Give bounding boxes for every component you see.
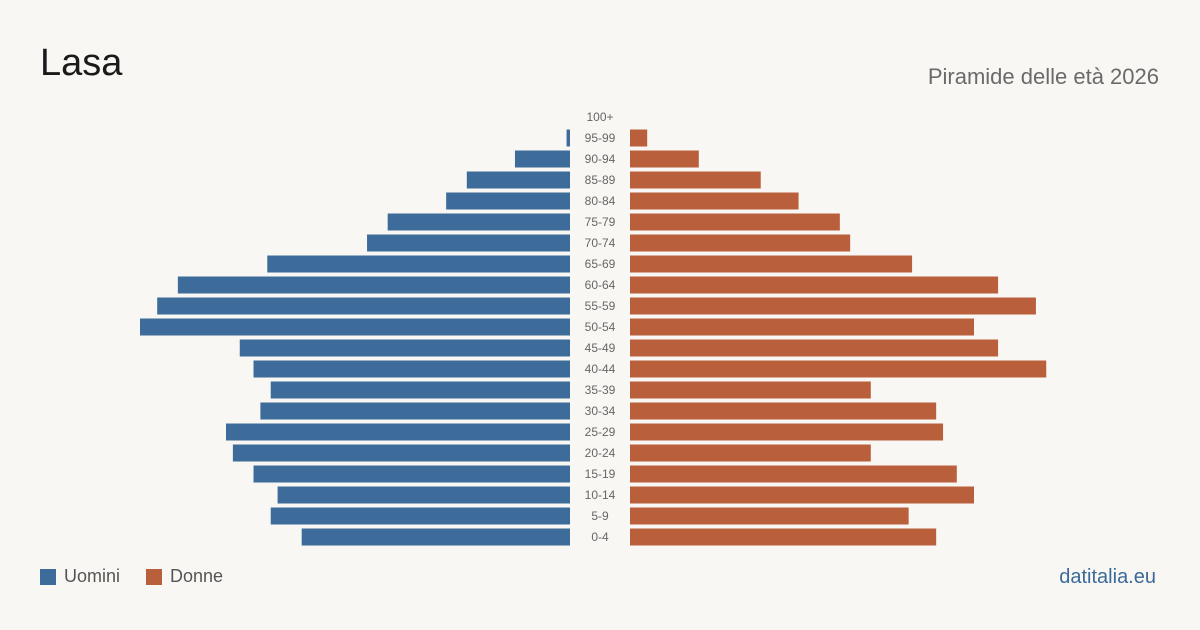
bar-women-30-34: [630, 402, 937, 420]
legend-item-women: Donne: [146, 566, 223, 587]
bar-women-60-64: [630, 276, 999, 294]
age-label-30-34: 30-34: [585, 404, 616, 418]
age-label-100+: 100+: [586, 110, 613, 124]
bar-women-55-59: [630, 297, 1036, 315]
legend-label-women: Donne: [170, 566, 224, 586]
bar-men-95-99: [566, 129, 570, 147]
bar-men-20-24: [232, 444, 570, 462]
age-label-15-19: 15-19: [585, 467, 616, 481]
bar-men-30-34: [260, 402, 570, 420]
bar-women-20-24: [630, 444, 871, 462]
bar-men-25-29: [226, 423, 570, 441]
age-label-10-14: 10-14: [585, 488, 616, 502]
bar-men-80-84: [446, 192, 570, 210]
bar-men-75-79: [387, 213, 570, 231]
bar-men-0-4: [301, 528, 570, 546]
bar-men-55-59: [157, 297, 570, 315]
age-label-65-69: 65-69: [585, 257, 616, 271]
age-label-45-49: 45-49: [585, 341, 616, 355]
age-label-20-24: 20-24: [585, 446, 616, 460]
age-label-5-9: 5-9: [591, 509, 609, 523]
bar-women-35-39: [630, 381, 871, 399]
age-label-35-39: 35-39: [585, 383, 616, 397]
age-label-0-4: 0-4: [591, 530, 609, 544]
age-label-85-89: 85-89: [585, 173, 616, 187]
legend-swatch-men: [40, 568, 56, 585]
bar-women-65-69: [630, 255, 913, 273]
bar-men-35-39: [270, 381, 570, 399]
bar-women-10-14: [630, 486, 974, 504]
age-label-40-44: 40-44: [585, 362, 616, 376]
chart-subtitle: Piramide delle età 2026: [927, 64, 1159, 89]
bar-women-95-99: [630, 129, 648, 147]
bar-women-80-84: [630, 192, 799, 210]
age-label-70-74: 70-74: [585, 236, 616, 250]
bar-women-50-54: [630, 318, 974, 336]
bar-women-40-44: [630, 360, 1047, 378]
age-label-80-84: 80-84: [585, 194, 616, 208]
age-label-55-59: 55-59: [585, 299, 616, 313]
bar-men-15-19: [253, 465, 570, 483]
bar-women-5-9: [630, 507, 909, 525]
age-label-60-64: 60-64: [585, 278, 616, 292]
bar-men-5-9: [270, 507, 570, 525]
site-link[interactable]: datitalia.eu: [1059, 566, 1156, 588]
bar-women-85-89: [630, 171, 761, 189]
legend-swatch-women: [146, 568, 163, 585]
bar-men-65-69: [267, 255, 570, 273]
age-label-50-54: 50-54: [585, 320, 616, 334]
bar-women-75-79: [630, 213, 840, 231]
age-label-95-99: 95-99: [585, 131, 616, 145]
age-label-75-79: 75-79: [585, 215, 616, 229]
bar-women-0-4: [630, 528, 937, 546]
bar-women-45-49: [630, 339, 999, 357]
bar-women-70-74: [630, 234, 851, 252]
bar-men-90-94: [514, 150, 570, 168]
chart-title: Lasa: [40, 42, 123, 84]
age-label-90-94: 90-94: [585, 152, 616, 166]
bar-men-45-49: [239, 339, 570, 357]
age-label-25-29: 25-29: [585, 425, 616, 439]
bar-women-90-94: [630, 150, 699, 168]
bar-women-15-19: [630, 465, 957, 483]
bar-men-40-44: [253, 360, 570, 378]
legend-item-men: Uomini: [40, 566, 120, 587]
bar-men-60-64: [177, 276, 570, 294]
bar-men-50-54: [140, 318, 570, 336]
legend: Uomini Donne: [40, 566, 249, 587]
bar-men-70-74: [367, 234, 570, 252]
bar-men-85-89: [466, 171, 570, 189]
legend-label-men: Uomini: [64, 566, 121, 586]
bar-women-25-29: [630, 423, 944, 441]
bar-men-10-14: [277, 486, 570, 504]
